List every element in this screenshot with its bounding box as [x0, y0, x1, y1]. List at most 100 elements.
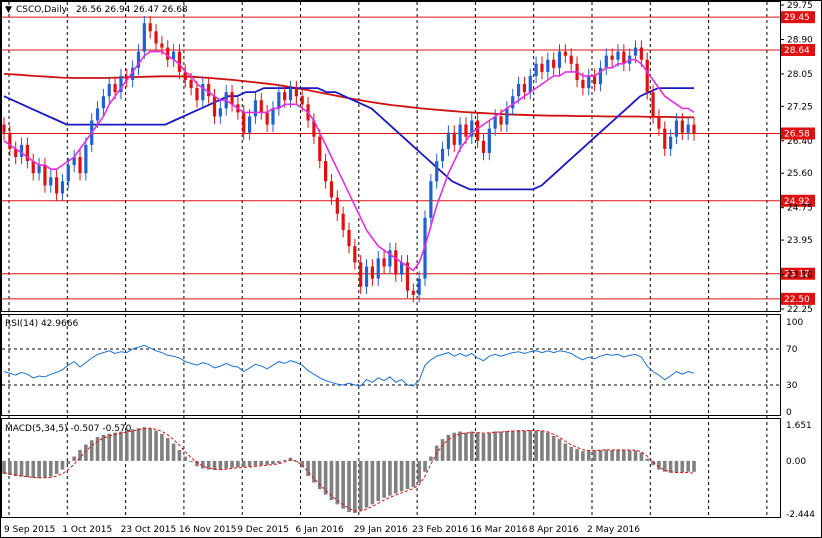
candle-body[interactable]: [669, 136, 673, 149]
candle-body[interactable]: [212, 96, 217, 117]
candle-body[interactable]: [569, 55, 573, 64]
candle-body[interactable]: [680, 120, 684, 133]
candle-body[interactable]: [400, 262, 404, 275]
candle-body[interactable]: [528, 75, 532, 93]
candle-body[interactable]: [300, 96, 304, 105]
candle-body[interactable]: [546, 59, 550, 72]
candle-body[interactable]: [405, 262, 410, 291]
candle-body[interactable]: [435, 161, 439, 182]
candle-body[interactable]: [481, 140, 486, 153]
symbol-dropdown-icon[interactable]: ▼: [5, 5, 12, 15]
candle-body[interactable]: [563, 51, 567, 56]
candle-body[interactable]: [382, 258, 386, 267]
candle-body[interactable]: [440, 148, 445, 162]
candle-body[interactable]: [2, 124, 6, 133]
candle-body[interactable]: [540, 63, 544, 72]
candle-body[interactable]: [294, 88, 298, 97]
candle-body[interactable]: [136, 51, 141, 68]
candle-body[interactable]: [335, 197, 339, 214]
candle-body[interactable]: [78, 157, 82, 174]
candle-body[interactable]: [446, 132, 451, 149]
candle-body[interactable]: [505, 108, 509, 125]
candle-body[interactable]: [84, 144, 88, 174]
candle-body[interactable]: [95, 108, 100, 121]
candle-body[interactable]: [265, 112, 269, 125]
candle-body[interactable]: [645, 59, 649, 93]
candle-body[interactable]: [177, 51, 182, 72]
candle-body[interactable]: [312, 120, 316, 137]
candle-body[interactable]: [142, 23, 146, 52]
rsi-panel[interactable]: [2, 344, 780, 387]
candle-body[interactable]: [604, 55, 608, 68]
candle-body[interactable]: [581, 79, 585, 89]
candle-body[interactable]: [49, 177, 53, 186]
candle-body[interactable]: [283, 92, 287, 101]
candle-body[interactable]: [511, 96, 515, 109]
candle-body[interactable]: [247, 116, 252, 133]
candle-body[interactable]: [166, 47, 170, 60]
candle-body[interactable]: [610, 55, 614, 60]
candle-body[interactable]: [107, 84, 111, 97]
candle-body[interactable]: [14, 148, 18, 157]
candle-body[interactable]: [207, 84, 211, 97]
macd-panel[interactable]: [2, 427, 696, 514]
candle-body[interactable]: [587, 75, 591, 89]
candle-body[interactable]: [674, 120, 679, 137]
candle-body[interactable]: [388, 250, 392, 267]
candle-body[interactable]: [154, 31, 158, 44]
candle-body[interactable]: [37, 165, 41, 174]
candle-body[interactable]: [370, 266, 374, 279]
candle-body[interactable]: [25, 144, 29, 162]
candle-body[interactable]: [651, 92, 655, 117]
candle-body[interactable]: [487, 128, 491, 153]
candle-body[interactable]: [417, 278, 421, 295]
candle-body[interactable]: [598, 67, 603, 85]
candle-body[interactable]: [341, 213, 345, 230]
candle-body[interactable]: [616, 51, 620, 60]
candle-body[interactable]: [19, 144, 24, 157]
candle-body[interactable]: [113, 84, 117, 93]
candle-body[interactable]: [458, 124, 462, 145]
candle-body[interactable]: [657, 116, 661, 129]
candle-body[interactable]: [329, 181, 334, 198]
candle-body[interactable]: [476, 120, 480, 141]
candle-body[interactable]: [364, 266, 369, 287]
candle-body[interactable]: [183, 71, 187, 80]
candle-body[interactable]: [353, 246, 357, 263]
candle-body[interactable]: [464, 124, 468, 137]
candle-body[interactable]: [429, 181, 433, 218]
candle-body[interactable]: [288, 88, 293, 101]
candle-body[interactable]: [470, 120, 474, 137]
candle-body[interactable]: [411, 290, 415, 295]
candle-body[interactable]: [557, 51, 562, 68]
candle-body[interactable]: [663, 128, 667, 149]
candle-body[interactable]: [60, 181, 65, 194]
candle-body[interactable]: [253, 100, 258, 117]
candle-body[interactable]: [72, 157, 76, 166]
candle-body[interactable]: [131, 67, 135, 80]
candle-body[interactable]: [171, 51, 176, 60]
candle-body[interactable]: [125, 75, 129, 80]
price-panel[interactable]: [2, 15, 780, 303]
candle-body[interactable]: [376, 258, 380, 279]
candle-body[interactable]: [271, 108, 275, 125]
candle-body[interactable]: [218, 108, 222, 117]
candle-body[interactable]: [324, 161, 328, 182]
candle-body[interactable]: [43, 165, 47, 186]
candle-body[interactable]: [195, 88, 199, 101]
candle-body[interactable]: [633, 47, 638, 56]
candle-body[interactable]: [639, 47, 643, 60]
candle-body[interactable]: [259, 100, 263, 113]
candle-body[interactable]: [552, 59, 556, 68]
candle-body[interactable]: [148, 23, 152, 32]
candle-body[interactable]: [347, 229, 351, 247]
candle-body[interactable]: [201, 84, 205, 101]
candle-body[interactable]: [493, 116, 497, 129]
candle-body[interactable]: [101, 96, 106, 109]
candle-body[interactable]: [55, 177, 59, 194]
candle-body[interactable]: [119, 75, 123, 93]
candle-body[interactable]: [522, 84, 527, 93]
candle-body[interactable]: [622, 51, 626, 64]
